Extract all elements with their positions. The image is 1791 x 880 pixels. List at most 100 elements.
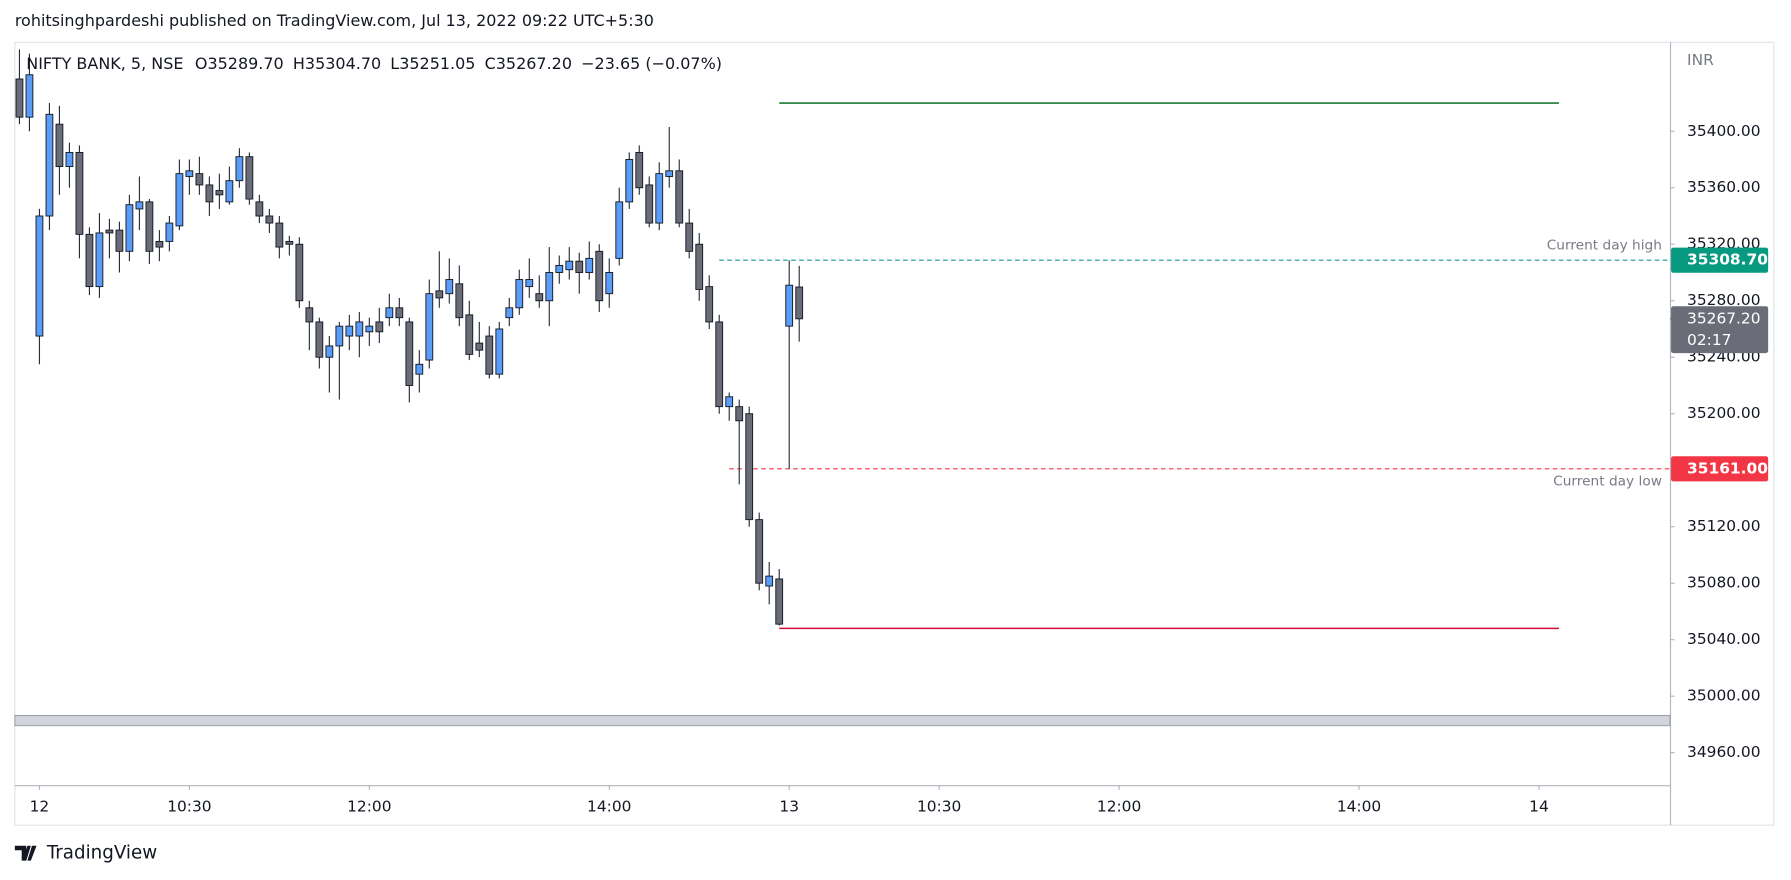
price-badge-label: 35161.00	[1687, 459, 1768, 477]
candle-body	[565, 260, 574, 271]
candle-body	[125, 204, 134, 252]
candle-body	[605, 272, 614, 295]
candle-body	[475, 342, 484, 351]
candle-body	[245, 156, 254, 200]
candle-body	[405, 321, 414, 386]
candle-body	[775, 578, 784, 625]
x-tick-label: 12:00	[347, 797, 391, 815]
legend-value: 35267.20	[496, 53, 572, 72]
candle-body	[515, 279, 524, 309]
candle-body	[355, 321, 364, 337]
candle-body	[195, 173, 204, 186]
candle-body	[465, 314, 474, 355]
candle-body	[105, 229, 114, 234]
candle-body	[455, 283, 464, 319]
logo-mark	[14, 845, 37, 861]
candle-body	[415, 363, 424, 375]
candle-body	[265, 215, 274, 224]
overlay: NIFTY BANK, 5, NSE O35289.70 H35304.70 L352…	[26, 51, 1769, 489]
last-price-label: 35267.20	[1687, 309, 1760, 327]
candle-body	[505, 307, 514, 319]
candle-body	[25, 74, 34, 118]
x-tick-label: 14	[1529, 797, 1549, 815]
candle-body	[595, 250, 604, 302]
y-tick-label: 35360.00	[1687, 178, 1760, 196]
candle-body	[295, 243, 304, 302]
candle-body	[685, 222, 694, 252]
candle-body	[535, 293, 544, 302]
candle-body	[305, 307, 314, 323]
byline: rohitsinghpardeshi published on TradingV…	[15, 11, 654, 30]
legend-key: L	[390, 53, 399, 72]
candle-body	[705, 286, 714, 323]
y-tick-label: 35120.00	[1687, 517, 1760, 535]
y-tick-label: 35000.00	[1687, 687, 1760, 705]
candle-body	[255, 201, 264, 217]
candle-body	[555, 264, 564, 273]
candle-body	[735, 406, 744, 422]
legend-change: −23.65 (−0.07%)	[581, 53, 722, 72]
candle-body	[335, 325, 344, 347]
candle-body	[485, 335, 494, 375]
candle-body	[275, 222, 284, 248]
candle-body	[205, 184, 214, 203]
candle-body	[315, 321, 324, 358]
candle-body	[75, 151, 84, 235]
legend-symbol: NIFTY BANK, 5, NSE	[26, 53, 183, 72]
candle-body	[35, 215, 44, 337]
candle-body	[395, 307, 404, 319]
price-badge	[1671, 456, 1769, 482]
legend-key: H	[293, 53, 305, 72]
y-tick-label: 35080.00	[1687, 574, 1760, 592]
countdown: 02:17	[1687, 331, 1731, 349]
candle-body	[745, 413, 754, 521]
candle-body	[165, 222, 174, 242]
candle-body	[175, 173, 184, 227]
y-tick-label: 35040.00	[1687, 630, 1760, 648]
candle-body	[725, 396, 734, 408]
x-tick-label: 13	[779, 797, 799, 815]
legend-key: O	[195, 53, 208, 72]
legend-value: 35251.05	[399, 53, 475, 72]
candle-body	[235, 156, 244, 182]
candle-body	[645, 184, 654, 224]
pane-separator	[14, 714, 1671, 727]
candle-body	[185, 170, 194, 177]
brand-logo	[14, 845, 37, 861]
candle-body	[765, 575, 774, 587]
candle-body	[365, 325, 374, 333]
candle-body	[325, 345, 334, 358]
candle-body	[755, 519, 764, 584]
candle-body	[85, 233, 94, 288]
candle-body	[65, 151, 74, 168]
candle-body	[45, 113, 54, 217]
brand-name: TradingView	[46, 843, 157, 864]
price-badge-label: 35308.70	[1687, 251, 1768, 269]
candle-body	[375, 321, 384, 333]
x-tick-label: 10:30	[167, 797, 211, 815]
candle-body	[95, 232, 104, 288]
candle-body	[215, 190, 224, 196]
currency: INR	[1687, 51, 1714, 69]
candle-body	[285, 240, 294, 245]
x-tick-label: 12	[30, 797, 50, 815]
y-tick-label: 35400.00	[1687, 122, 1760, 140]
level-name: Current day high	[1547, 237, 1662, 253]
candle-body	[435, 290, 444, 299]
candle-body	[445, 279, 454, 295]
candle-body	[635, 151, 644, 189]
y-tick-label: 34960.00	[1687, 743, 1760, 761]
candle-body	[575, 260, 584, 273]
candle-body	[155, 240, 164, 248]
y-tick-label: 35200.00	[1687, 404, 1760, 422]
candle-body	[545, 272, 554, 302]
candle-body	[15, 78, 24, 118]
legend-value: 35304.70	[305, 53, 381, 72]
candle-body	[715, 321, 724, 408]
candle-body	[145, 201, 154, 252]
candle-body	[525, 279, 534, 288]
price-badge	[1671, 247, 1769, 273]
candle-body	[495, 328, 504, 375]
